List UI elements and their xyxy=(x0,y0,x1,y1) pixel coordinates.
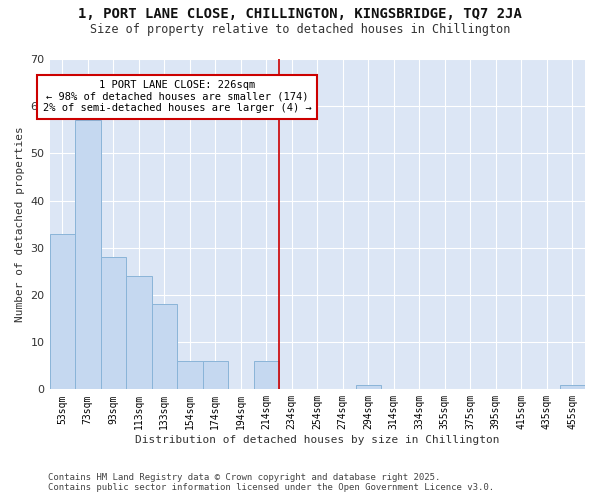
Text: 1, PORT LANE CLOSE, CHILLINGTON, KINGSBRIDGE, TQ7 2JA: 1, PORT LANE CLOSE, CHILLINGTON, KINGSBR… xyxy=(78,8,522,22)
Bar xyxy=(75,120,101,390)
Text: Contains HM Land Registry data © Crown copyright and database right 2025.
Contai: Contains HM Land Registry data © Crown c… xyxy=(48,473,494,492)
Bar xyxy=(254,361,279,390)
Bar xyxy=(152,304,177,390)
Bar xyxy=(560,384,585,390)
Bar xyxy=(356,384,381,390)
Bar xyxy=(126,276,152,390)
X-axis label: Distribution of detached houses by size in Chillington: Distribution of detached houses by size … xyxy=(135,435,500,445)
Text: Size of property relative to detached houses in Chillington: Size of property relative to detached ho… xyxy=(90,22,510,36)
Text: 1 PORT LANE CLOSE: 226sqm
← 98% of detached houses are smaller (174)
2% of semi-: 1 PORT LANE CLOSE: 226sqm ← 98% of detac… xyxy=(43,80,311,114)
Bar xyxy=(50,234,75,390)
Bar xyxy=(177,361,203,390)
Bar xyxy=(203,361,228,390)
Y-axis label: Number of detached properties: Number of detached properties xyxy=(15,126,25,322)
Bar xyxy=(101,257,126,390)
